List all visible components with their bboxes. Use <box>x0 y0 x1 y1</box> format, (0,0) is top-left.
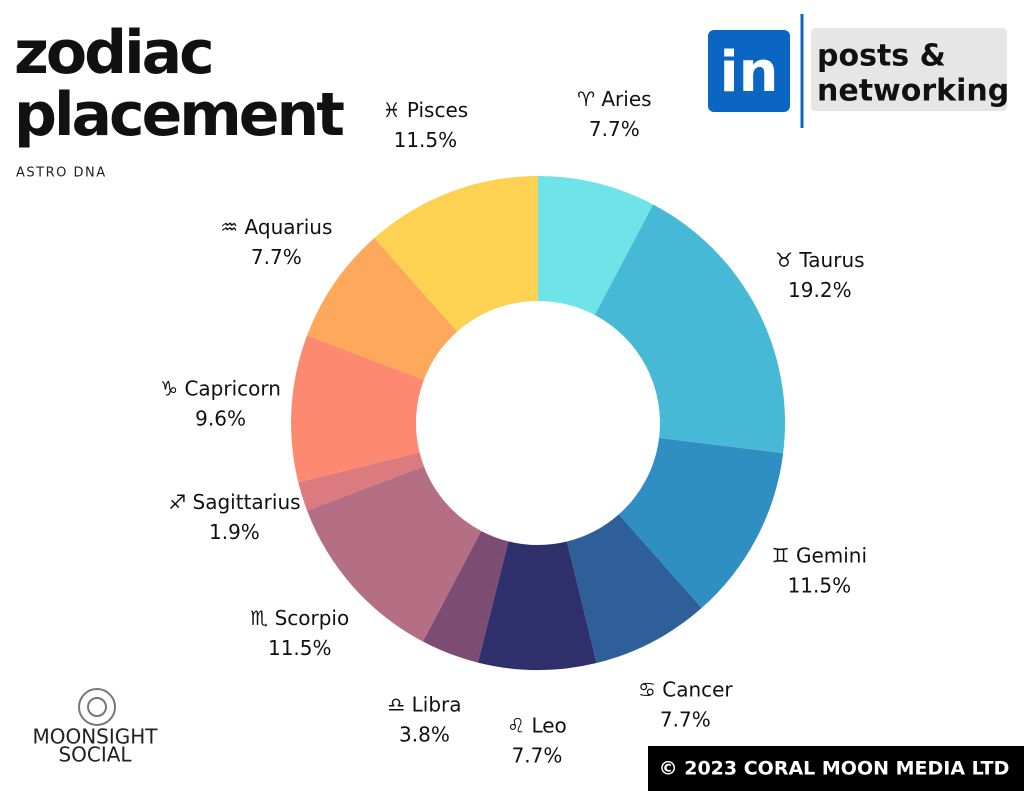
slice-label: ♑ Capricorn <box>160 376 281 400</box>
value-label: 3.8% <box>399 723 450 747</box>
slice <box>618 437 784 609</box>
slice <box>374 176 538 332</box>
slice-label: ♋ Cancer <box>638 677 733 701</box>
footer: © 2023 CORAL MOON MEDIA LTD <box>659 758 1010 780</box>
value-label: 11.5% <box>788 574 852 598</box>
slice <box>566 514 702 663</box>
subtitle: ASTRO DNA <box>16 166 107 181</box>
slice-label: ♊ Gemini <box>772 544 867 568</box>
slice <box>594 204 785 454</box>
value-label: 1.9% <box>209 520 260 544</box>
value-label: 19.2% <box>788 278 852 302</box>
slice-label: ♓ Pisces <box>383 98 469 122</box>
logo-text: SOCIAL <box>58 743 132 767</box>
slice-label: ♎ Libra <box>387 693 461 717</box>
value-label: 7.7% <box>660 707 711 731</box>
value-label: 11.5% <box>394 128 458 152</box>
slice-label: ♐ Sagittarius <box>168 490 300 514</box>
slice <box>291 335 424 483</box>
slice <box>422 530 509 663</box>
value-label: 7.7% <box>251 245 302 269</box>
linkedin-icon: in <box>719 40 778 105</box>
slice-label: ♌ Leo <box>507 713 567 737</box>
logo-mark <box>78 688 116 726</box>
slice <box>307 237 458 380</box>
slice-label: ♉ Taurus <box>775 248 864 272</box>
value-label: 7.7% <box>512 743 563 767</box>
value-label: 9.6% <box>195 406 246 430</box>
badge-line: posts & <box>817 39 946 74</box>
slice-label: ♒ Aquarius <box>220 215 332 239</box>
slice <box>307 466 482 642</box>
value-label: 7.7% <box>589 117 640 141</box>
chart-title: zodiac placement <box>14 18 345 150</box>
slice-label: ♈ Aries <box>577 87 651 111</box>
slice <box>477 541 597 671</box>
badge-line: networking <box>817 74 1009 109</box>
slice <box>538 176 654 316</box>
value-label: 11.5% <box>268 636 332 660</box>
badge-bg <box>811 28 1007 111</box>
logo-text: MOONSIGHT <box>32 725 158 749</box>
logo-mark <box>87 697 107 717</box>
slice-label: ♏ Scorpio <box>250 606 349 630</box>
footer-bg <box>648 746 1024 791</box>
linkedin-icon-bg <box>708 30 790 112</box>
slice <box>298 452 424 511</box>
